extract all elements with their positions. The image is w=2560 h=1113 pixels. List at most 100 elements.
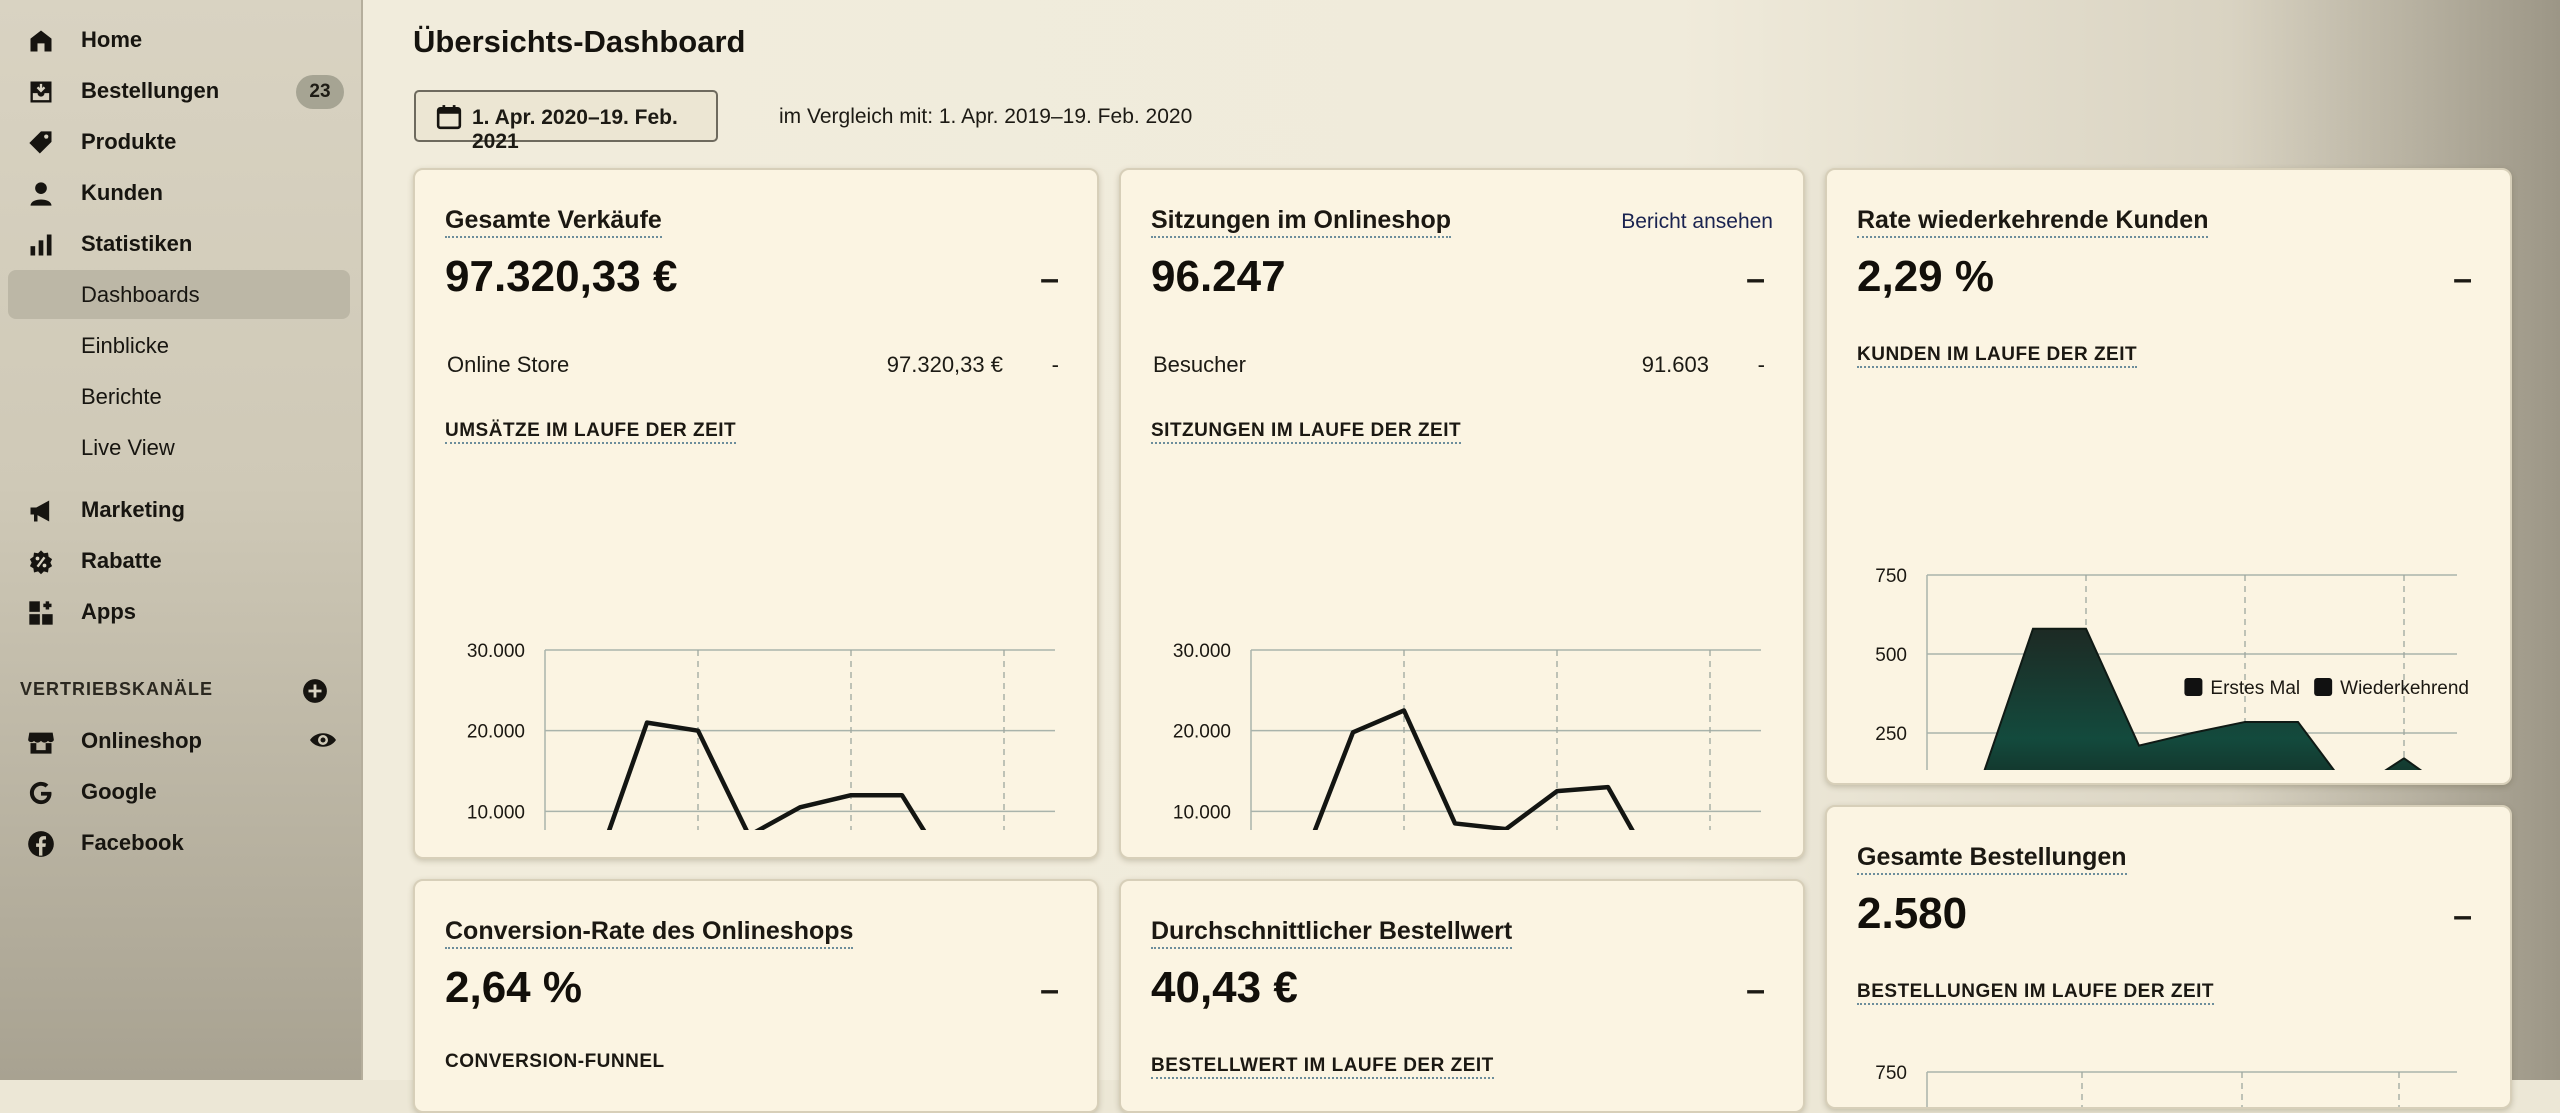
- add-channel-icon[interactable]: [302, 678, 328, 704]
- y-tick-label: 250: [1875, 724, 1907, 745]
- card-title[interactable]: Durchschnittlicher Bestellwert: [1151, 917, 1513, 949]
- customers-over-time-chart: 0250500750AprJulOktJanWiederkehrendErste…: [1875, 566, 2469, 770]
- y-tick-label: 10.000: [467, 802, 525, 823]
- nav-orders[interactable]: Bestellungen 23: [8, 66, 350, 115]
- total-sales-card: Gesamte Verkäufe 97.320,33 € – Online St…: [413, 168, 1099, 859]
- chart-title[interactable]: KUNDEN IM LAUFE DER ZEIT: [1857, 344, 2138, 368]
- y-tick-label: 10.000: [1173, 802, 1231, 823]
- nav-discounts[interactable]: Rabatte: [8, 536, 350, 585]
- nav-label: Einblicke: [81, 333, 170, 358]
- tag-icon: [27, 129, 55, 157]
- y-tick-label: 20.000: [467, 722, 525, 743]
- channel-facebook[interactable]: Facebook: [8, 818, 350, 867]
- chart-title[interactable]: UMSÄTZE IM LAUFE DER ZEIT: [445, 420, 737, 444]
- legend-label: Wiederkehrend: [2340, 678, 2469, 699]
- breakdown-label: Besucher: [1153, 352, 1246, 377]
- home-icon: [27, 27, 55, 55]
- chart-title: CONVERSION-FUNNEL: [445, 1051, 665, 1072]
- card-title[interactable]: Sitzungen im Onlineshop: [1151, 206, 1451, 238]
- breakdown-change: -: [1757, 352, 1765, 377]
- series-area-first-time: [1983, 627, 2423, 770]
- person-icon: [27, 180, 55, 208]
- apps-icon: [27, 599, 55, 627]
- nav-products[interactable]: Produkte: [8, 117, 350, 166]
- y-tick-label: 500: [1875, 645, 1907, 666]
- y-tick-label: 30.000: [1173, 641, 1231, 662]
- channel-google[interactable]: Google: [8, 767, 350, 816]
- facebook-icon: [27, 830, 55, 858]
- legend-swatch: [2314, 678, 2333, 696]
- bar-chart-icon: [27, 231, 55, 259]
- nav-label: Onlineshop: [81, 728, 202, 753]
- y-tick-label: 20.000: [1173, 722, 1231, 743]
- card-value: 40,43 €: [1151, 963, 1298, 1012]
- nav-label: Produkte: [81, 129, 177, 154]
- orders-count-badge: 23: [296, 75, 344, 109]
- nav-label: Berichte: [81, 384, 162, 409]
- chart-title[interactable]: SITZUNGEN IM LAUFE DER ZEIT: [1151, 420, 1462, 444]
- breakdown-change: -: [1051, 352, 1059, 377]
- card-title[interactable]: Conversion-Rate des Onlineshops: [445, 917, 854, 949]
- channel-online-store[interactable]: Onlineshop: [8, 716, 350, 765]
- card-title[interactable]: Rate wiederkehrende Kunden: [1857, 206, 2209, 238]
- orders-over-time-chart: 750: [1875, 1063, 2457, 1107]
- nav-live-view[interactable]: Live View: [8, 423, 350, 472]
- sessions-card: Sitzungen im Onlineshop Bericht ansehen …: [1119, 168, 1805, 859]
- card-value: 2,64 %: [445, 963, 582, 1012]
- card-change: –: [1746, 260, 1765, 298]
- card-title[interactable]: Gesamte Verkäufe: [445, 206, 662, 238]
- card-change: –: [1746, 971, 1765, 1009]
- y-tick-label: 30.000: [467, 641, 525, 662]
- card-change: –: [1040, 971, 1059, 1009]
- card-value: 2,29 %: [1857, 252, 1994, 301]
- main-content: Übersichts-Dashboard 1. Apr. 2020–19. Fe…: [363, 0, 2560, 1113]
- card-change: –: [2453, 260, 2472, 298]
- orders-icon: [27, 78, 55, 106]
- nav-label: Apps: [81, 599, 136, 624]
- nav-label: Bestellungen: [81, 78, 220, 103]
- average-order-value-card: Durchschnittlicher Bestellwert 40,43 € –…: [1119, 879, 1805, 1113]
- conversion-rate-card: Conversion-Rate des Onlineshops 2,64 % –…: [413, 879, 1099, 1113]
- breakdown-label: Online Store: [447, 352, 570, 377]
- calendar-icon: [436, 104, 462, 130]
- chart-title[interactable]: BESTELLUNGEN IM LAUFE DER ZEIT: [1857, 981, 2214, 1005]
- chart-title[interactable]: BESTELLWERT IM LAUFE DER ZEIT: [1151, 1055, 1494, 1079]
- nav-label: Live View: [81, 435, 175, 460]
- compare-period-text: im Vergleich mit: 1. Apr. 2019–19. Feb. …: [779, 105, 1193, 128]
- view-report-link[interactable]: Bericht ansehen: [1621, 210, 1773, 233]
- card-value: 2.580: [1857, 889, 1968, 938]
- nav-reports[interactable]: Berichte: [8, 372, 350, 421]
- megaphone-icon: [27, 497, 55, 525]
- nav-home[interactable]: Home: [8, 15, 350, 64]
- nav-label: Rabatte: [81, 548, 162, 573]
- card-title[interactable]: Gesamte Bestellungen: [1857, 843, 2127, 875]
- card-value: 96.247: [1151, 252, 1286, 301]
- google-icon: [27, 779, 55, 807]
- sidebar: Home Bestellungen 23 Produkte Kunden Sta…: [0, 0, 363, 1080]
- nav-dashboards[interactable]: Dashboards: [8, 270, 350, 319]
- card-value: 97.320,33 €: [445, 252, 678, 301]
- nav-label: Dashboards: [81, 282, 200, 307]
- y-tick-label: 750: [1875, 1063, 1907, 1084]
- nav-label: Statistiken: [81, 231, 193, 256]
- discount-icon: [27, 548, 55, 576]
- nav-customers[interactable]: Kunden: [8, 168, 350, 217]
- page-title: Übersichts-Dashboard: [413, 24, 746, 59]
- nav-label: Kunden: [81, 180, 163, 205]
- date-range-button[interactable]: 1. Apr. 2020–19. Feb. 2021: [414, 90, 718, 153]
- nav-label: Marketing: [81, 497, 185, 522]
- eye-icon[interactable]: [308, 728, 338, 754]
- legend-label: Erstes Mal: [2210, 678, 2300, 699]
- y-tick-label: 750: [1875, 566, 1907, 587]
- nav-marketing[interactable]: Marketing: [8, 485, 350, 534]
- nav-label: Facebook: [81, 830, 184, 855]
- nav-analytics[interactable]: Statistiken: [8, 219, 350, 268]
- nav-insights[interactable]: Einblicke: [8, 321, 350, 370]
- nav-apps[interactable]: Apps: [8, 587, 350, 636]
- store-icon: [27, 728, 55, 756]
- series-line-current-period: [606, 720, 927, 830]
- sales-channels-heading: VERTRIEBSKANÄLE: [20, 679, 214, 699]
- breakdown-value: 97.320,33 €: [886, 352, 1003, 377]
